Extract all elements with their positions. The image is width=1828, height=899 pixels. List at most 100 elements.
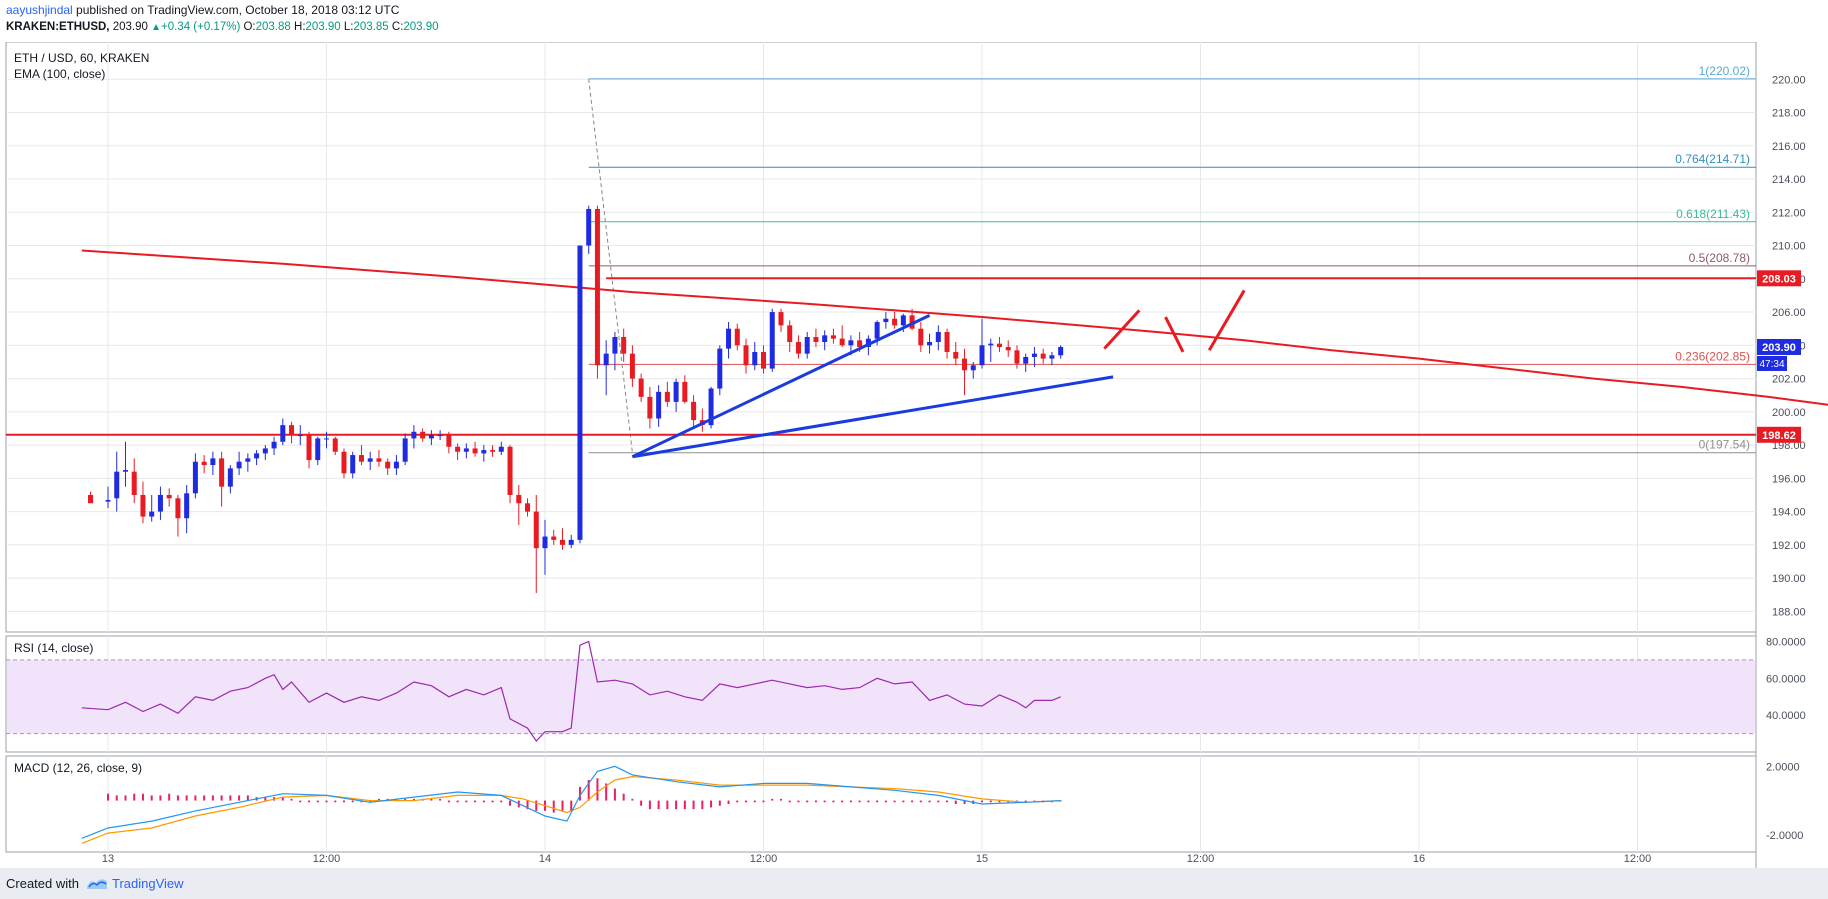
macd-histogram-bar xyxy=(168,793,171,801)
candle-body xyxy=(848,340,854,346)
candle xyxy=(262,445,268,461)
candle-body xyxy=(114,471,120,499)
macd-histogram-bar xyxy=(334,800,337,803)
candle xyxy=(1023,353,1029,372)
macd-histogram-bar xyxy=(648,800,651,810)
macd-histogram-bar xyxy=(238,795,241,801)
macd-histogram-bar xyxy=(351,800,354,803)
price-tick-label: 216.00 xyxy=(1772,141,1806,153)
x-tick-label: 13 xyxy=(102,853,114,865)
candle xyxy=(1014,345,1020,369)
candle xyxy=(131,458,137,504)
level-price-label: 198.62 xyxy=(1762,430,1796,442)
candle-body xyxy=(586,208,592,246)
macd-histogram-bar xyxy=(710,800,713,808)
macd-histogram-bar xyxy=(849,800,852,803)
price-tick-label: 188.00 xyxy=(1772,606,1806,618)
chart-area[interactable]: 1312:001412:001512:001612:001712:001812:… xyxy=(0,42,1828,868)
candle-body xyxy=(1058,346,1064,356)
candle-body xyxy=(437,435,443,437)
candle-body xyxy=(603,353,609,366)
candle xyxy=(883,312,889,329)
candle xyxy=(577,245,583,544)
close-label: C: xyxy=(391,21,404,33)
candle xyxy=(507,445,513,504)
candle-body xyxy=(900,315,906,326)
candle-body xyxy=(830,335,836,339)
candle xyxy=(953,341,959,366)
close-value: 203.90 xyxy=(403,21,439,33)
candle xyxy=(839,325,845,347)
fib-level-label: 0.236(202.85) xyxy=(1675,349,1750,363)
candle xyxy=(708,386,714,429)
candle-body xyxy=(332,438,338,452)
candle xyxy=(979,318,985,369)
candle xyxy=(935,325,941,351)
candle-body xyxy=(944,332,950,352)
tradingview-brand-link[interactable]: TradingView xyxy=(112,876,184,891)
candle-body xyxy=(787,325,793,342)
x-tick-label: 15 xyxy=(976,853,988,865)
candle xyxy=(918,322,924,352)
candle xyxy=(795,335,801,359)
candle-body xyxy=(568,539,574,545)
candle xyxy=(743,338,749,374)
candle xyxy=(603,340,609,396)
candle xyxy=(105,486,111,509)
candle xyxy=(446,431,452,454)
candle xyxy=(210,451,216,476)
macd-histogram-bar xyxy=(150,795,153,801)
candle xyxy=(586,205,592,254)
price-tick-label: 210.00 xyxy=(1772,241,1806,253)
macd-histogram-bar xyxy=(657,800,660,810)
macd-histogram-bar xyxy=(596,778,599,801)
macd-histogram-bar xyxy=(325,800,328,803)
rsi-tick-label: 40.0000 xyxy=(1766,710,1806,722)
macd-histogram-bar xyxy=(981,800,983,803)
candle xyxy=(516,484,522,525)
x-tick-label: 16 xyxy=(1413,853,1425,865)
macd-histogram-bar xyxy=(937,800,940,803)
candle xyxy=(157,486,163,520)
candle-body xyxy=(219,458,225,487)
macd-histogram-bar xyxy=(631,798,634,801)
candle-body xyxy=(761,351,766,369)
candle xyxy=(411,425,417,449)
author-link[interactable]: aayushjindal xyxy=(6,3,73,17)
up-arrow-icon: ▲ xyxy=(151,22,161,33)
candle xyxy=(752,341,758,371)
rising-trend-line xyxy=(631,314,931,459)
macd-histogram-bar xyxy=(884,800,887,803)
candle xyxy=(376,450,382,467)
macd-histogram-bar xyxy=(552,800,555,813)
macd-histogram-bar xyxy=(1024,800,1027,803)
level-price-tag xyxy=(1757,426,1801,443)
candle-body xyxy=(358,455,364,462)
candle-body xyxy=(324,438,329,440)
candle-body xyxy=(280,425,286,442)
macd-histogram-bar xyxy=(211,795,214,801)
macd-histogram-bar xyxy=(482,800,485,803)
price-tick-label: 190.00 xyxy=(1772,573,1806,585)
macd-histogram-bar xyxy=(465,800,468,803)
candle xyxy=(271,436,277,456)
macd-histogram-bar xyxy=(683,800,686,810)
macd-pane xyxy=(5,755,1757,853)
candle-body xyxy=(463,448,469,452)
candle-body xyxy=(455,446,461,452)
candle-body xyxy=(166,494,172,499)
candle xyxy=(428,430,434,446)
macd-histogram-bar xyxy=(771,798,774,801)
macd-histogram-bar xyxy=(308,800,311,803)
candle-body xyxy=(979,345,985,366)
macd-tick-label: -2.0000 xyxy=(1766,830,1803,842)
candle-body xyxy=(516,494,522,504)
candle-body xyxy=(210,458,216,466)
candle-body xyxy=(88,494,94,504)
macd-histogram-bar xyxy=(220,795,223,801)
candle xyxy=(324,431,329,449)
last-price-label: 203.90 xyxy=(1762,342,1796,354)
candle-body xyxy=(402,438,408,462)
candle-body xyxy=(428,435,434,439)
ohlc-line: KRAKEN:ETHUSD, 203.90 ▲+0.34 (+0.17%) O:… xyxy=(6,21,439,33)
